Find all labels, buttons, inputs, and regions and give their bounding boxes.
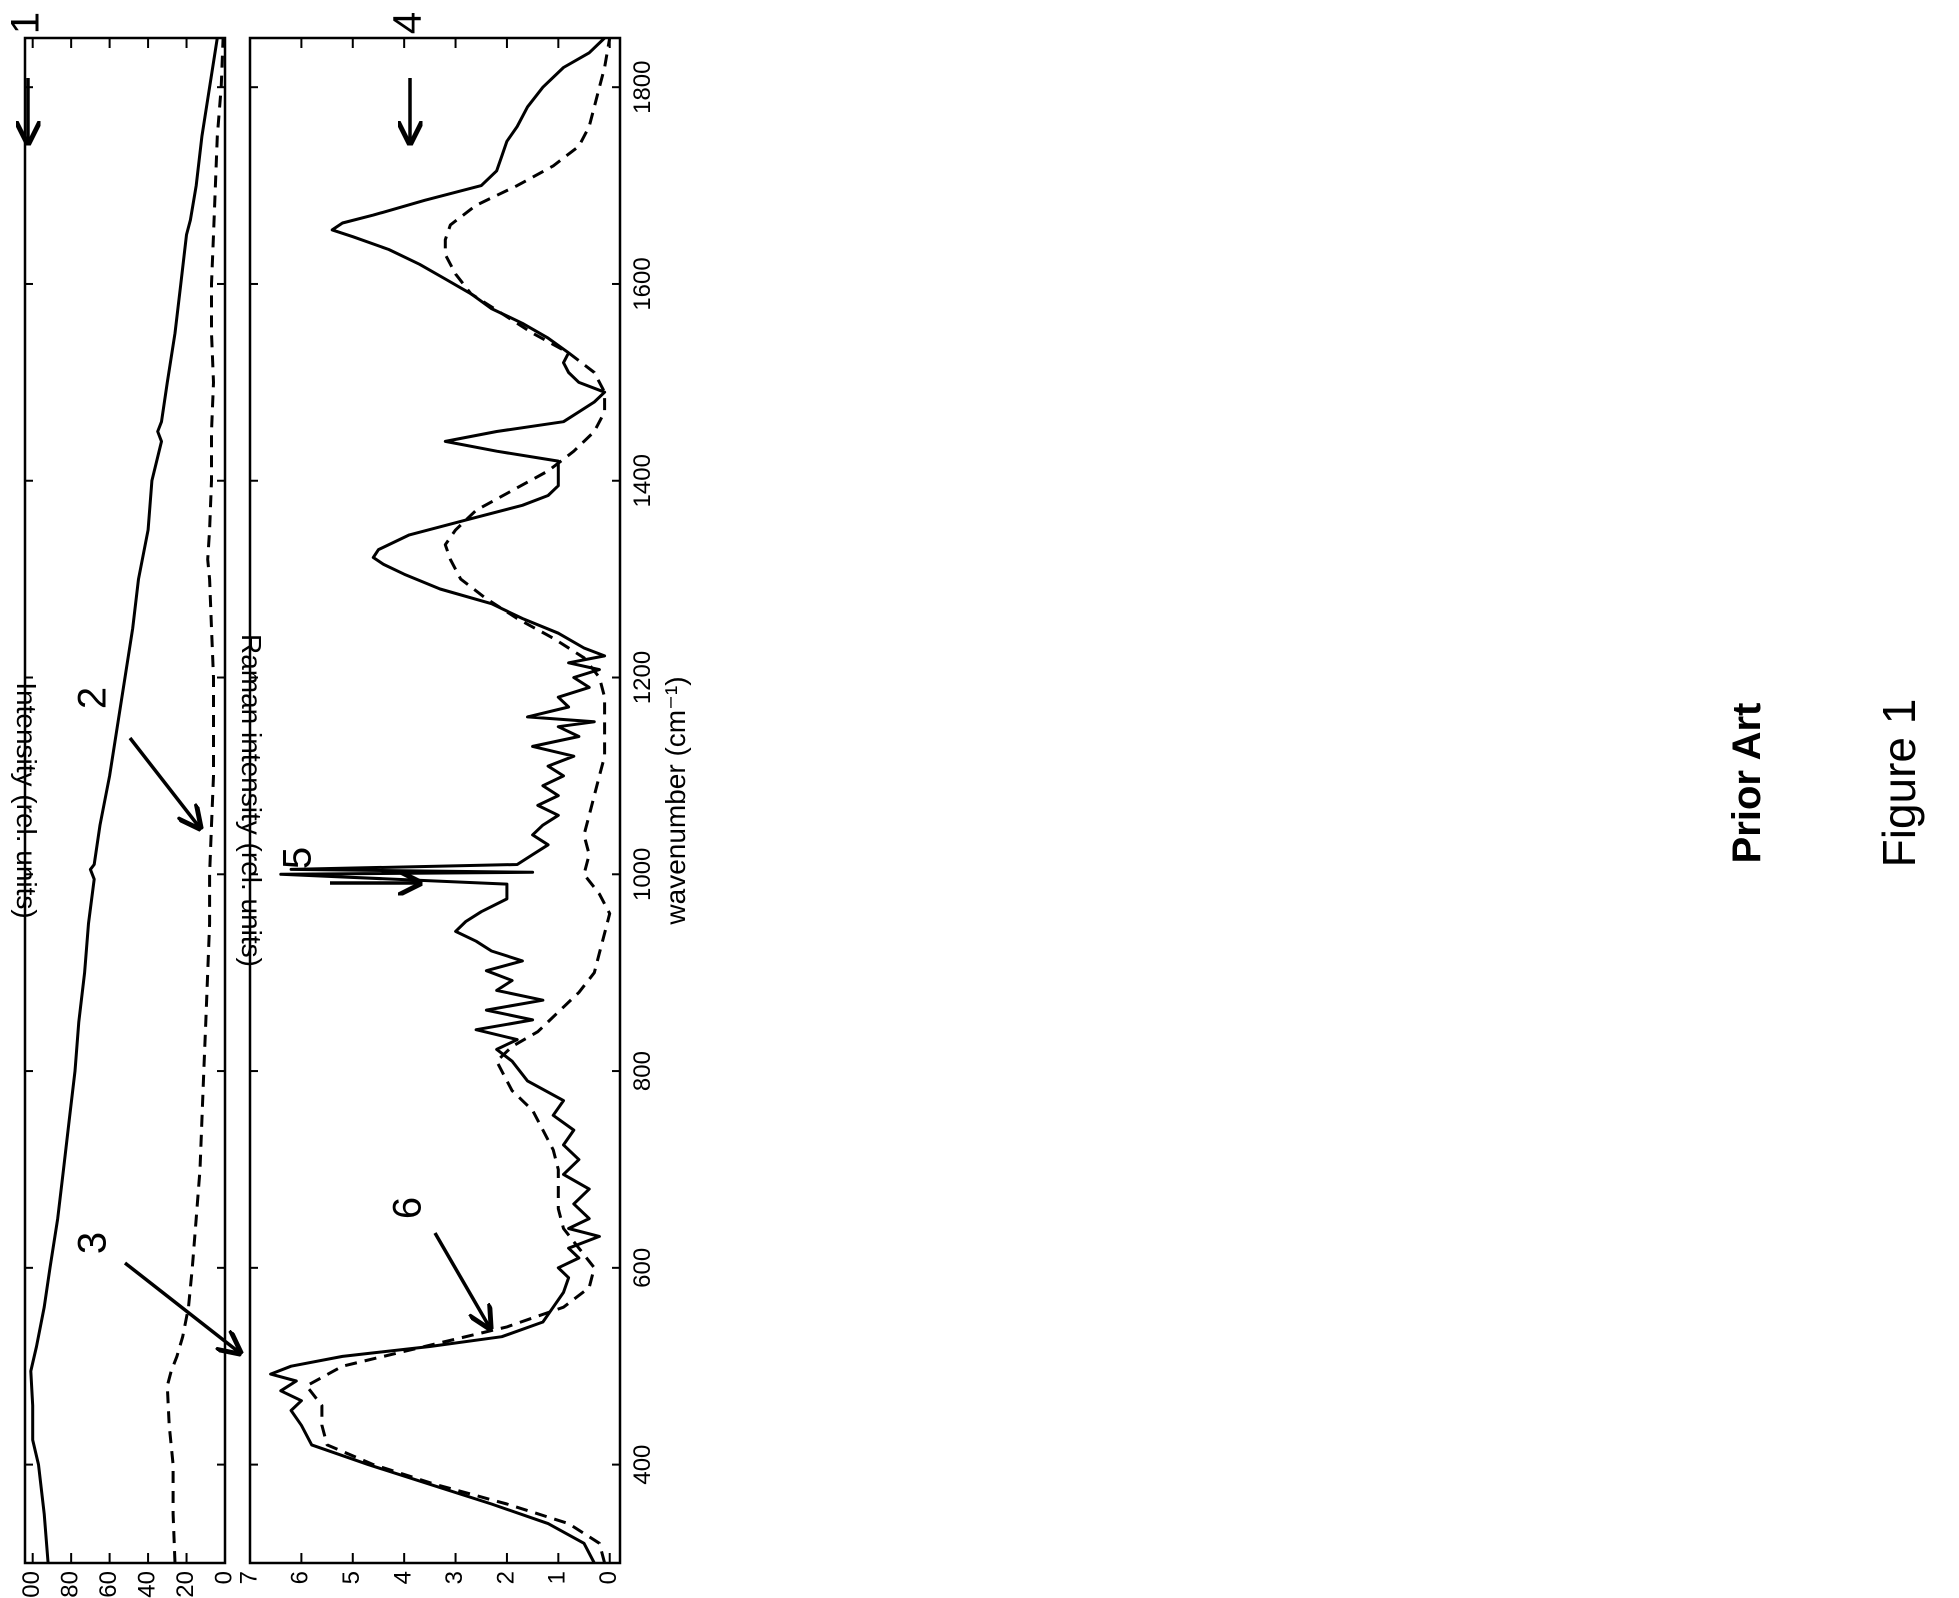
raman-ytick-label: 1 (544, 1571, 571, 1584)
raman-ytick-label: 6 (287, 1571, 314, 1584)
intensity-ytick-label: 0 (210, 1571, 237, 1584)
raman-ytick-label: 0 (595, 1571, 622, 1584)
intensity-chart-panel: 0 20 40 60 80 100 Intensity (rel. units) (11, 38, 237, 1598)
raman-ytick-label: 5 (338, 1571, 365, 1584)
callout-arrow-6 (435, 1233, 490, 1328)
intensity-series-solid-line (31, 38, 218, 1563)
callout-number-5: 5 (276, 847, 320, 869)
raman-xlabel: wavenumber (cm⁻¹) (660, 676, 691, 925)
callout-number-4: 4 (386, 12, 430, 34)
intensity-ytick-label: 80 (56, 1571, 83, 1598)
raman-xtick-label: 600 (629, 1248, 656, 1288)
caption-figure-label: Figure 1 (1873, 699, 1925, 868)
callout-number-1: 1 (4, 12, 48, 34)
caption-prior-art: Prior Art (1725, 703, 1769, 864)
raman-series-solid-line (271, 38, 605, 1563)
raman-xtick-label: 1400 (629, 454, 656, 507)
raman-ylabel: Raman intensity (rel. units) (236, 634, 267, 967)
raman-xtick-label: 1800 (629, 60, 656, 113)
callout-arrow-2 (130, 738, 200, 828)
raman-xtick-label: 1200 (629, 651, 656, 704)
raman-ytick-label: 7 (235, 1571, 262, 1584)
raman-xtick-label: 1000 (629, 848, 656, 901)
callout-number-2: 2 (71, 687, 115, 709)
raman-ytick-label: 4 (390, 1571, 417, 1584)
raman-chart-panel: 0 1 2 3 4 5 6 7 400 600 800 1000 1200 1400 1600 1800 Ram… (235, 38, 691, 1584)
callout-number-6: 6 (386, 1197, 430, 1219)
raman-xtick-label: 400 (629, 1445, 656, 1485)
intensity-ytick-label: 20 (172, 1571, 199, 1598)
intensity-ytick-label: 60 (95, 1571, 122, 1598)
raman-ytick-label: 2 (492, 1571, 519, 1584)
raman-series-dashed-line (307, 38, 610, 1563)
callout-number-3: 3 (71, 1232, 115, 1254)
raman-xtick-label: 800 (629, 1051, 656, 1091)
raman-ytick-label: 3 (441, 1571, 468, 1584)
intensity-ylabel: Intensity (rel. units) (11, 682, 42, 919)
intensity-plot-frame (25, 38, 225, 1563)
raman-xtick-label: 1600 (629, 257, 656, 310)
raman-plot-frame (250, 38, 620, 1563)
intensity-ytick-label: 100 (18, 1571, 45, 1598)
intensity-ytick-label: 40 (133, 1571, 160, 1598)
